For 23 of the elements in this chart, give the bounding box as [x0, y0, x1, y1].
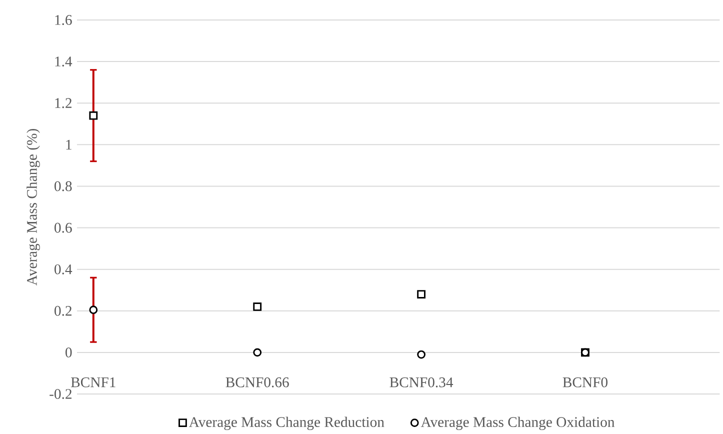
y-tick-label: 0.4: [54, 264, 72, 274]
y-tick-label: 0.6: [54, 222, 72, 233]
x-tick-label: BCNF0.66: [226, 377, 289, 388]
y-tick-label: 0.8: [54, 181, 72, 192]
x-tick-label: BCNF0.34: [390, 377, 454, 388]
y-tick-label: 1: [66, 140, 72, 150]
legend-label: Average Mass Change Reduction: [188, 416, 384, 430]
y-tick-label: 1.6: [55, 14, 72, 25]
y-tick-label: 0.2: [54, 306, 72, 316]
point: [253, 348, 262, 357]
y-tick-label: 1.4: [55, 56, 72, 66]
y-tick-label: 1.2: [55, 98, 72, 108]
point: [417, 350, 426, 359]
point: [89, 306, 98, 314]
x-tick-label: BCNF1: [70, 377, 116, 388]
point: [253, 302, 262, 311]
point: [89, 111, 98, 120]
point: [417, 290, 426, 298]
y-axis-title: Average Mass Change (%): [26, 128, 40, 286]
x-tick-label: BCNF0: [562, 377, 608, 388]
legend-label: Average Mass Change Oxidation: [420, 416, 615, 430]
y-tick-label: -0.2: [50, 388, 72, 399]
y-tick-label: 0: [66, 347, 72, 358]
